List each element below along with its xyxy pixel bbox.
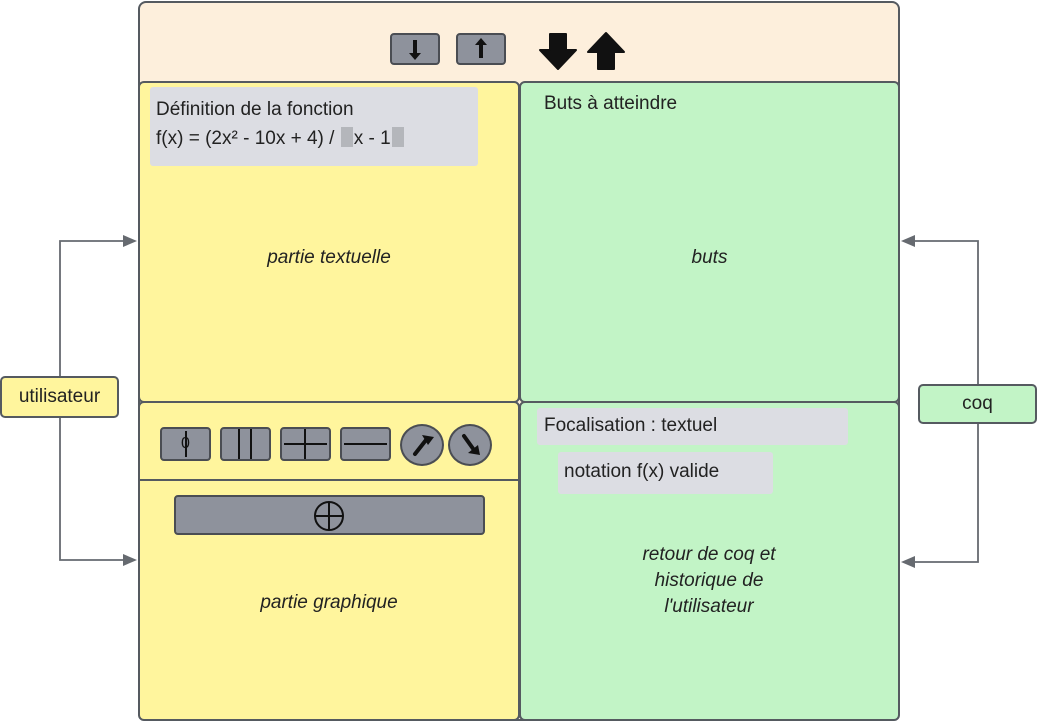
big-arrow-up-icon[interactable]	[586, 30, 628, 72]
user-actor-label: utilisateur	[18, 386, 101, 407]
graph-view-bar[interactable]	[174, 495, 485, 535]
definition-title: Définition de la fonction	[156, 99, 354, 120]
focus-indicator: Focalisation : textuel	[537, 408, 848, 445]
redacted-mark	[340, 127, 353, 147]
function-definition-box[interactable]: Définition de la fonction f(x) = (2x² - …	[150, 87, 478, 166]
redacted-mark	[391, 127, 404, 147]
zero-tool-axis	[185, 431, 187, 457]
rotate-right-tool-icon	[462, 434, 480, 455]
coq-to-feedback-connector	[913, 424, 979, 563]
move-up-button[interactable]	[456, 33, 506, 65]
validation-message: notation f(x) valide	[558, 452, 773, 494]
big-arrow-down-icon[interactable]	[538, 30, 580, 72]
rotate-right-tool-button[interactable]	[448, 424, 492, 466]
arrowhead-icon	[901, 235, 915, 247]
plus-tool-icon	[284, 429, 327, 459]
arrowhead-icon	[123, 554, 137, 566]
goals-title: Buts à atteindre	[544, 93, 678, 114]
graph-toolbar-divider	[138, 479, 520, 481]
plus-tool-button[interactable]	[280, 427, 331, 461]
coq-actor: coq	[918, 384, 1037, 424]
graph-panel-label: partie graphique	[260, 592, 398, 613]
user-to-text-connector	[59, 240, 125, 376]
feedback-label-line1: retour de coq et	[642, 544, 776, 565]
minus-tool-button[interactable]	[340, 427, 391, 461]
arrowhead-icon	[123, 235, 137, 247]
arrow-down-button-icon	[409, 40, 421, 60]
arrowhead-icon	[901, 556, 915, 568]
crosshair-icon	[314, 501, 344, 531]
user-to-graph-connector	[59, 418, 125, 561]
arrow-up-button-icon	[475, 38, 487, 58]
formula-part2: x - 1	[353, 128, 391, 149]
function-formula: f(x) = (2x² - 10x + 4) / x - 1	[156, 127, 405, 150]
feedback-panel-label: retour de coq et historique de l'utilisa…	[579, 542, 839, 620]
rotate-left-tool-icon	[413, 435, 434, 456]
zero-tool-button[interactable]: 0	[160, 427, 211, 461]
text-panel-label: partie textuelle	[267, 247, 391, 268]
vertical-lines-tool-button[interactable]	[220, 427, 271, 461]
rotate-left-tool-button[interactable]	[400, 424, 444, 466]
coq-to-goals-connector	[913, 240, 979, 384]
minus-tool-icon	[344, 443, 387, 445]
focus-text: Focalisation : textuel	[544, 415, 718, 436]
validation-text: notation f(x) valide	[564, 461, 720, 482]
goals-panel	[519, 81, 900, 403]
move-down-button[interactable]	[390, 33, 440, 65]
coq-actor-label: coq	[962, 393, 993, 414]
vertical-lines-tool-icon	[238, 429, 252, 459]
formula-part1: f(x) = (2x² - 10x + 4) /	[156, 128, 340, 149]
feedback-label-line2: historique de	[654, 570, 764, 591]
goals-panel-label: buts	[691, 247, 728, 268]
feedback-label-line3: l'utilisateur	[664, 596, 754, 617]
user-actor: utilisateur	[0, 376, 119, 418]
